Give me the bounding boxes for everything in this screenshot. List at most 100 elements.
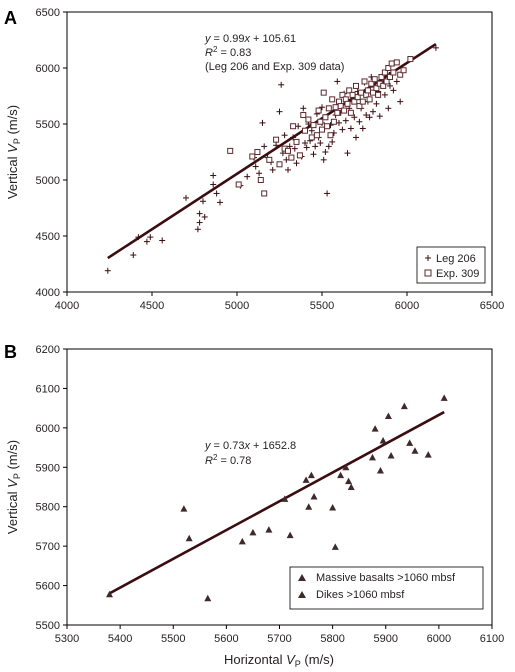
panel-a-plot-frame [66, 11, 493, 293]
panel-a-x-tick-label: 6500 [480, 300, 504, 312]
panel-b-point-dike [424, 451, 432, 458]
panel-a-point-exp309 [373, 85, 380, 92]
panel-b-x-axis-label: Horizontal VP (m/s) [224, 652, 334, 669]
panel-a-r2: R2 = 0.83 [205, 45, 251, 59]
panel-a-annotation: y = 0.99x + 105.61 R2 = 0.83 (Leg 206 an… [204, 33, 344, 73]
panel-a-point-exp309 [354, 94, 361, 101]
panel-b-point-basalt [204, 594, 212, 602]
panel-a-point-leg206 [147, 234, 154, 241]
panel-b-point-basalt [302, 476, 310, 483]
panel-a-point-exp309 [315, 107, 322, 114]
panel-a-point-exp309 [344, 100, 351, 107]
panel-b-xlabel-italic: V [286, 652, 296, 667]
panel-a-point-leg206 [303, 144, 310, 151]
panel-b-ylabel-unit: (m/s) [5, 440, 20, 473]
panel-a-point-leg206 [183, 194, 189, 201]
panel-a-point-leg206 [373, 100, 380, 107]
panel-a-y-tick-label: 5500 [36, 119, 60, 131]
panel-a-point-exp309 [356, 103, 363, 110]
panel-a-point-exp309 [368, 80, 375, 87]
panel-a-point-exp309 [285, 147, 291, 154]
panel-a-r2-a: R [205, 47, 213, 59]
panel-a-point-leg206 [273, 142, 280, 149]
panel-b-y-tick-label: 5500 [36, 620, 60, 632]
panel-a-point-exp309 [334, 109, 341, 116]
panel-a-point-exp309 [341, 107, 348, 114]
panel-a-point-exp309 [302, 127, 308, 134]
panel-a-r2-sup: 2 [213, 45, 218, 54]
panel-b-y-tick-label: 5700 [36, 541, 60, 553]
panel-a-point-exp309 [329, 96, 336, 103]
panel-a-point-leg206 [217, 199, 223, 206]
panel-b-point-basalt [329, 504, 337, 511]
panel-b-point-dike [342, 463, 350, 471]
panel-a-point-exp309 [296, 152, 303, 159]
panel-a-point-leg206 [259, 119, 266, 126]
panel-a-point-exp309 [317, 118, 324, 125]
panel-a-point-exp309 [385, 65, 392, 71]
panel-a-point-exp309 [293, 138, 300, 145]
panel-b-x-tick-label: 5900 [374, 633, 398, 645]
panel-a-point-exp309 [359, 98, 366, 105]
panel-b-y-axis-label: Vertical VP (m/s) [5, 440, 22, 534]
panel-b-legend-dikes: Dikes >1060 mbsf [316, 589, 405, 601]
panel-a-point-exp309 [308, 134, 315, 141]
panel-a-point-exp309 [261, 190, 268, 197]
panel-a-y-tick-label: 4500 [36, 231, 60, 243]
panel-a-point-leg206 [310, 151, 317, 158]
panel-b-r2-b: = 0.78 [217, 455, 251, 467]
panel-b-point-dike [411, 447, 419, 454]
panel-a-point-exp309 [249, 153, 256, 160]
panel-a-point-leg206 [290, 134, 297, 141]
panel-b-ylabel-sub: P [12, 473, 22, 479]
panel-b-point-dike [376, 466, 384, 474]
panel-b-y-tick-label: 6000 [36, 423, 60, 435]
panel-b-point-basalt [249, 528, 257, 536]
panel-a-axes: 4000 4500 5000 5500 6000 6500 4000 4500 5000 5500… [36, 7, 505, 312]
panel-a-point-exp309 [290, 123, 297, 130]
panel-b-y-tick-label: 6200 [36, 344, 60, 356]
panel-a-point-leg206 [196, 219, 203, 226]
panel-b-point-dike [345, 477, 353, 485]
panel-a-legend-exp309: Exp. 309 [436, 268, 479, 280]
panel-a-point-exp309 [313, 132, 320, 139]
panel-a-point-exp309 [366, 96, 373, 103]
panel-a-point-leg206 [325, 143, 332, 150]
panel-a-point-exp309 [322, 114, 329, 121]
panel-a-legend-box [416, 246, 486, 284]
panel-a-point-exp309 [364, 87, 371, 94]
panel-b-point-basalt [286, 531, 294, 539]
panel-a-point-exp309 [310, 122, 317, 129]
panel-a-equation: y = 0.99x + 105.61 [204, 33, 296, 45]
panel-a-point-leg206 [196, 210, 203, 217]
panel-b-point-dike [384, 412, 392, 420]
panel-b-legend: Massive basalts >1060 mbsf Dikes >1060 m… [289, 566, 484, 610]
panel-b-point-basalt [238, 537, 246, 545]
panel-a-point-leg206 [261, 143, 268, 150]
panel-a-point-exp309 [387, 73, 393, 80]
panel-b-legend-box [289, 566, 484, 610]
panel-b-point-basalt [106, 590, 113, 598]
panel-a-x-tick-label: 5500 [310, 300, 334, 312]
panel-a-point-exp309 [235, 181, 242, 188]
panel-a-point-leg206 [334, 78, 341, 85]
panel-b-x-tick-label: 5400 [108, 633, 132, 645]
panel-a-point-leg206 [359, 125, 366, 132]
panel-a-point-leg206 [347, 125, 354, 132]
panel-a-point-exp309 [380, 82, 387, 89]
panel-a-point-exp309 [388, 60, 395, 67]
panel-a-x-tick-label: 4500 [140, 300, 164, 312]
panel-b-y-tick-label: 6100 [36, 383, 60, 395]
panel-b-label: B [4, 342, 17, 362]
panel-a-point-exp309 [339, 91, 346, 98]
panel-a-point-exp309 [320, 89, 327, 96]
panel-a-point-leg206 [244, 173, 251, 180]
panel-a-point-exp309 [300, 112, 307, 119]
panel-a-point-exp309 [375, 91, 382, 98]
panel-a-point-exp309 [319, 126, 325, 133]
panel-a-point-leg206 [351, 114, 358, 121]
panel-a-legend-marker-exp309 [424, 269, 432, 277]
panel-a-point-exp309 [324, 123, 331, 130]
panel-b-xlabel-sub: P [295, 659, 301, 669]
panel-b-regression-line [108, 410, 445, 595]
